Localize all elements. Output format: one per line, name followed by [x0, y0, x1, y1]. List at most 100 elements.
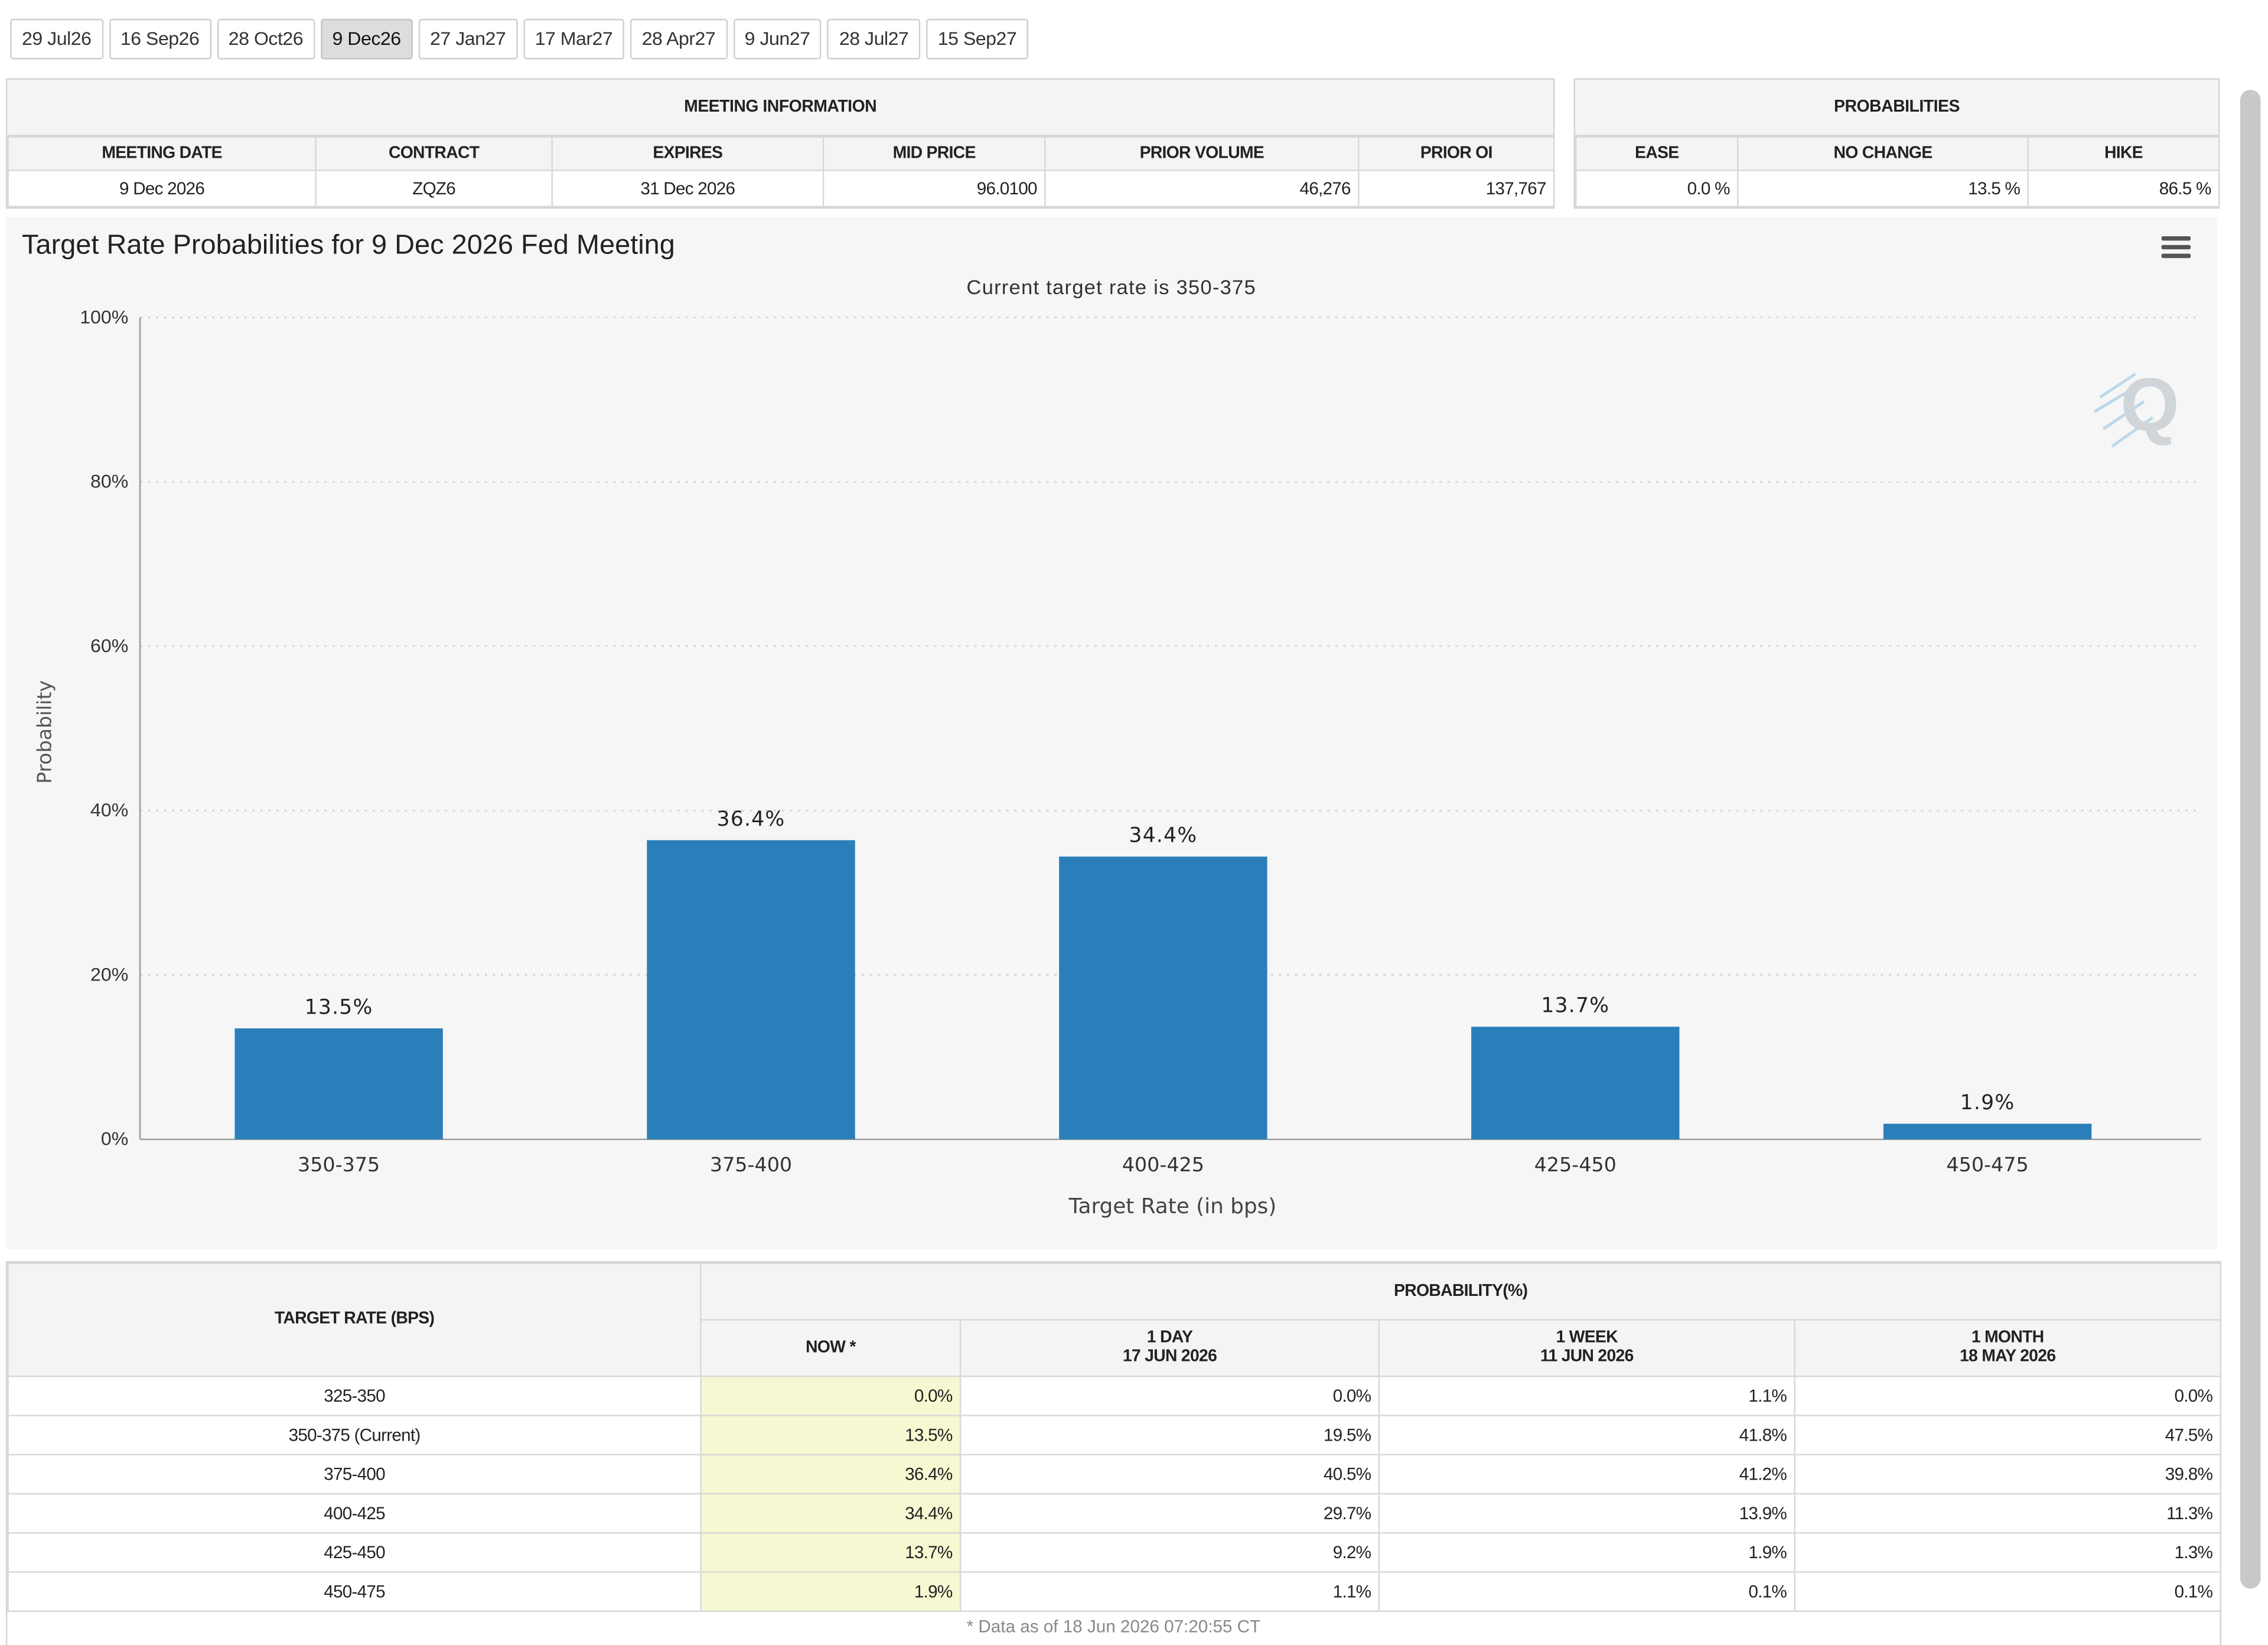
probabilities-table: EASE NO CHANGE HIKE 0.0 % 13.5 % 86.5 %: [1575, 136, 2220, 207]
target-rate-cell: 425-450: [7, 1532, 702, 1573]
table-row: 375-400 36.4% 40.5% 41.2% 39.8%: [7, 1454, 2221, 1495]
bar: [1059, 856, 1267, 1139]
probability-now-cell: 0.0%: [700, 1375, 962, 1416]
watermark-logo: Q: [2093, 363, 2179, 448]
tab-9-jun27[interactable]: 9 Jun27: [732, 18, 822, 60]
tab-28-apr27[interactable]: 28 Apr27: [630, 18, 728, 60]
meeting-information-table: MEETING DATE CONTRACT EXPIRES MID PRICE …: [7, 136, 1555, 207]
watermark-stroke: [2102, 400, 2145, 431]
x-tick-label: 375-400: [710, 1153, 792, 1176]
probability-cell: 47.5%: [1794, 1415, 2221, 1455]
header-mid-price: MID PRICE: [822, 136, 1046, 171]
period-label: 1 MONTH: [1971, 1329, 2044, 1347]
probability-cell: 11.3%: [1794, 1493, 2221, 1534]
bar-chart: 0% 20% 40% 60% 80% 100% 13.5% 350-375 36.4% 375-4…: [32, 306, 2201, 1219]
period-date: 18 MAY 2026: [1959, 1348, 2056, 1366]
probability-cell: 0.0%: [959, 1375, 1380, 1416]
header-prior-volume: PRIOR VOLUME: [1044, 136, 1360, 171]
tab-27-jan27[interactable]: 27 Jan27: [418, 18, 517, 60]
probability-cell: 41.2%: [1378, 1454, 1795, 1495]
probability-period-header-row: NOW * 1 DAY 17 JUN 2026 1 WEEK 11 JUN 2026 1 …: [8, 1319, 2221, 1377]
tab-15-sep27[interactable]: 15 Sep27: [926, 18, 1029, 60]
bar: [647, 840, 855, 1139]
watermark-stroke: [2099, 373, 2136, 399]
hamburger-menu-icon[interactable]: [2159, 236, 2194, 268]
tab-17-mar27[interactable]: 17 Mar27: [523, 18, 625, 60]
header-meeting-date: MEETING DATE: [7, 136, 317, 171]
probability-now-cell: 13.7%: [700, 1532, 962, 1573]
target-rate-cell: 450-475: [7, 1571, 702, 1612]
meeting-date-value: 9 Dec 2026: [7, 170, 317, 207]
chart-subtitle: Current target rate is 350-375: [966, 275, 1256, 299]
chart-title: Target Rate Probabilities for 9 Dec 2026…: [22, 230, 675, 261]
y-axis-title: Probability: [32, 680, 56, 784]
probability-cell: 40.5%: [959, 1454, 1380, 1495]
meeting-information-header-row: MEETING DATE CONTRACT EXPIRES MID PRICE …: [7, 136, 1555, 171]
hike-value: 86.5 %: [2027, 170, 2220, 207]
x-tick-label: 425-450: [1534, 1153, 1617, 1176]
header-no-change: NO CHANGE: [1737, 136, 2029, 171]
tab-28-jul27[interactable]: 28 Jul27: [827, 18, 921, 60]
tab-29-jul26[interactable]: 29 Jul26: [10, 18, 103, 60]
y-tick-label: 100%: [80, 306, 128, 327]
target-rate-cell: 400-425: [7, 1493, 702, 1534]
target-rate-cell: 325-350: [7, 1375, 702, 1416]
probability-cell: 1.9%: [1378, 1532, 1795, 1573]
probability-table: TARGET RATE (BPS) PROBABILITY(%) NOW * 1 …: [7, 1262, 2221, 1612]
y-tick-label: 80%: [90, 471, 128, 492]
probabilities-header-row: EASE NO CHANGE HIKE: [1575, 136, 2220, 171]
y-tick-label: 40%: [90, 799, 128, 820]
watermark-letter: Q: [2120, 363, 2179, 447]
table-row: 450-475 1.9% 1.1% 0.1% 0.1%: [7, 1571, 2221, 1612]
watermark-stroke: [2093, 384, 2139, 413]
bar: [1883, 1123, 2092, 1139]
period-header-1: 1 DAY 17 JUN 2026: [959, 1319, 1380, 1377]
period-date: 17 JUN 2026: [1122, 1348, 1217, 1366]
probability-cell: 29.7%: [959, 1493, 1380, 1534]
meeting-information-panel: MEETING INFORMATION MEETING DATE CONTRAC…: [5, 78, 1555, 209]
meeting-information-value-row: 9 Dec 2026 ZQZ6 31 Dec 2026 96.0100 46,2…: [7, 170, 1555, 207]
bar: [1471, 1027, 1680, 1139]
tab-16-sep26[interactable]: 16 Sep26: [109, 18, 211, 60]
data-timestamp-footnote: * Data as of 18 Jun 2026 07:20:55 CT: [966, 1616, 1261, 1637]
probabilities-value-row: 0.0 % 13.5 % 86.5 %: [1575, 170, 2220, 207]
tab-28-oct26[interactable]: 28 Oct26: [217, 18, 315, 60]
vertical-scrollbar[interactable]: [2240, 90, 2261, 1589]
tab-9-dec26[interactable]: 9 Dec26: [320, 18, 413, 60]
target-rate-cell: 375-400: [7, 1454, 702, 1495]
probability-now-cell: 1.9%: [700, 1571, 962, 1612]
probabilities-panel: PROBABILITIES EASE NO CHANGE HIKE 0.0 % …: [1573, 78, 2220, 209]
probability-cell: 41.8%: [1378, 1415, 1795, 1455]
y-tick-label: 20%: [90, 964, 128, 985]
x-tick-label: 400-425: [1122, 1153, 1204, 1176]
period-label: 1 DAY: [1146, 1329, 1193, 1347]
bar-data-label: 1.9%: [1960, 1091, 2015, 1115]
bar-data-label: 13.5%: [305, 996, 373, 1019]
probability-cell: 19.5%: [959, 1415, 1380, 1455]
x-axis-title: Target Rate (in bps): [1068, 1194, 1277, 1219]
header-expires: EXPIRES: [551, 136, 825, 171]
period-header-0: NOW *: [700, 1319, 962, 1377]
y-tick-label: 60%: [90, 635, 128, 656]
prior-oi-value: 137,767: [1358, 170, 1555, 207]
probability-cell: 1.3%: [1794, 1532, 2221, 1573]
target-rate-cell: 350-375 (Current): [7, 1415, 702, 1455]
probabilities-title: PROBABILITIES: [1575, 79, 2218, 136]
prior-volume-value: 46,276: [1044, 170, 1360, 207]
header-hike: HIKE: [2027, 136, 2220, 171]
probability-group-header-row: TARGET RATE (BPS) PROBABILITY(%): [7, 1262, 2221, 1377]
probability-cell: 1.1%: [1378, 1375, 1795, 1416]
probability-cell: 39.8%: [1794, 1454, 2221, 1495]
probability-table-panel: TARGET RATE (BPS) PROBABILITY(%) NOW * 1 …: [5, 1261, 2221, 1645]
bar-data-label: 13.7%: [1541, 994, 1609, 1018]
probability-now-cell: 13.5%: [700, 1415, 962, 1455]
table-row: 425-450 13.7% 9.2% 1.9% 1.3%: [7, 1532, 2221, 1573]
chart-panel: 0% 20% 40% 60% 80% 100% 13.5% 350-375 36.4% 375-4…: [5, 217, 2217, 1250]
x-tick-label: 350-375: [298, 1153, 380, 1176]
period-header-3: 1 MONTH 18 MAY 2026: [1794, 1319, 2221, 1377]
period-header-2: 1 WEEK 11 JUN 2026: [1378, 1319, 1795, 1377]
meeting-information-title: MEETING INFORMATION: [7, 79, 1553, 136]
y-tick-label: 0%: [101, 1128, 128, 1149]
ease-value: 0.0 %: [1575, 170, 1739, 207]
